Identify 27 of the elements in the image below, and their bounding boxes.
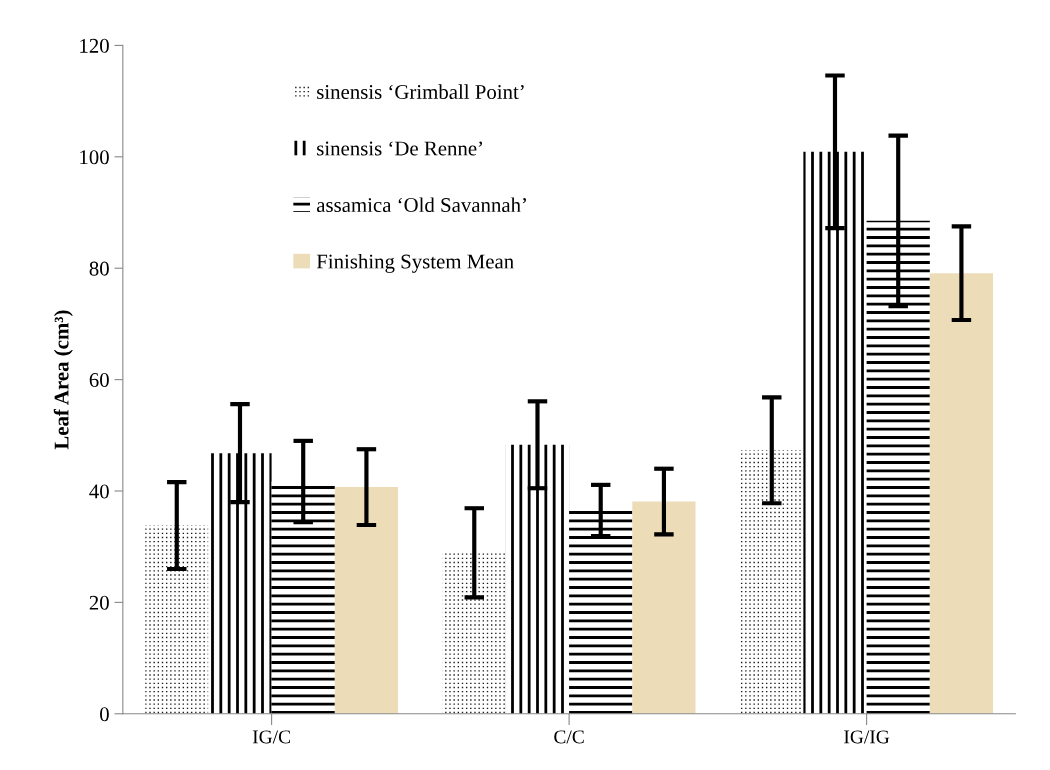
bar <box>334 487 399 714</box>
x-tick-label: IG/C <box>252 730 290 744</box>
y-tick-label: 100 <box>80 150 109 165</box>
bar <box>145 525 209 714</box>
y-tick-label: 60 <box>89 372 109 388</box>
legend-label: sinensis ‘Grimball Point’ <box>317 84 524 100</box>
y-axis-title: Leaf Area (cm³) <box>53 310 73 450</box>
y-tick-label: 0 <box>100 707 109 722</box>
x-tick-label: C/C <box>554 730 584 744</box>
bar <box>866 220 930 714</box>
legend-label: Finishing System Mean <box>316 253 514 273</box>
y-tick-label: 120 <box>80 38 109 53</box>
bar <box>929 273 994 714</box>
y-tick-label: 20 <box>89 595 109 610</box>
bar <box>803 151 867 714</box>
bar <box>442 552 506 714</box>
legend-label: assamica ‘Old Savannah’ <box>316 197 526 213</box>
bar <box>569 510 633 714</box>
legend-label: sinensis ‘De Renne’ <box>317 141 483 156</box>
x-tick-label: IG/IG <box>844 730 890 744</box>
y-tick-label: 80 <box>89 261 109 276</box>
bar <box>208 453 272 714</box>
bar <box>740 450 804 714</box>
bar <box>271 481 335 714</box>
bar <box>632 501 696 714</box>
y-tick-label: 40 <box>89 484 109 499</box>
bar <box>505 444 570 714</box>
